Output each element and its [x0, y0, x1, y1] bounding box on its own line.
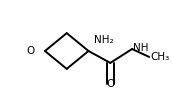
- Text: NH: NH: [133, 43, 148, 53]
- Text: CH₃: CH₃: [150, 52, 170, 62]
- Text: O: O: [106, 79, 114, 89]
- Text: O: O: [27, 46, 35, 56]
- Text: NH₂: NH₂: [94, 35, 114, 45]
